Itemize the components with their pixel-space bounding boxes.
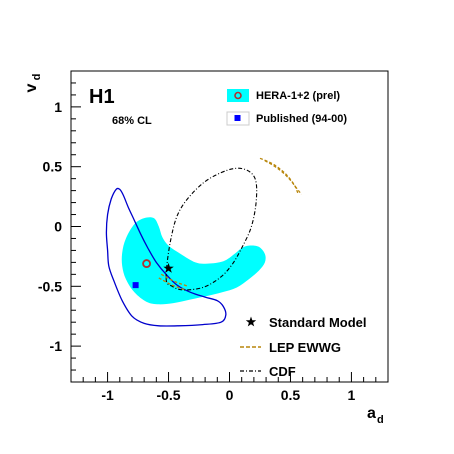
- x-tick-label: -0.5: [156, 387, 180, 403]
- point-layer: [132, 259, 174, 289]
- svg-text:HERA-1+2 (prel): HERA-1+2 (prel): [256, 90, 340, 102]
- x-tick-label: 0: [226, 387, 234, 403]
- tick-layer: -1 -0.5 0 0.5 1 -1 -0.5 0 0.5 1: [38, 82, 377, 403]
- y-tick-label: -0.5: [38, 278, 62, 294]
- svg-text:v: v: [23, 83, 40, 92]
- legend-bottom: Standard Model LEP EWWG CDF: [240, 315, 367, 379]
- svg-text:Standard Model: Standard Model: [269, 315, 367, 330]
- y-tick-label: 0: [54, 219, 62, 235]
- x-tick-label: 0.5: [281, 387, 301, 403]
- contour-layer: [105, 157, 302, 327]
- svg-text:LEP EWWG: LEP EWWG: [269, 340, 341, 355]
- hera-swatch-marker: [234, 91, 242, 100]
- lep-contour: [259, 157, 299, 194]
- legend-entry-cdf: CDF: [240, 364, 296, 379]
- hera-best-fit-point: [142, 259, 151, 268]
- standard-model-point: [163, 262, 174, 273]
- legend-entry-lep: LEP EWWG: [240, 340, 341, 355]
- svg-text:d: d: [377, 414, 384, 426]
- legend-entry-sm: Standard Model: [245, 315, 367, 330]
- legend-top: HERA-1+2 (prel) Published (94-00): [226, 89, 347, 126]
- legend-entry-hera: HERA-1+2 (prel): [227, 89, 340, 102]
- hera-contour: [121, 217, 266, 305]
- cl-label: 68% CL: [112, 115, 152, 127]
- svg-text:CDF: CDF: [269, 364, 296, 379]
- y-tick-label: 0.5: [43, 159, 63, 175]
- published-swatch-marker: [234, 115, 241, 121]
- x-tick-label: 1: [348, 387, 356, 403]
- y-tick-label: -1: [50, 338, 63, 354]
- x-axis-label: a d: [367, 405, 384, 426]
- lep-contour: [160, 273, 189, 287]
- svg-text:Published (94-00): Published (94-00): [256, 113, 347, 125]
- y-tick-label: 1: [54, 99, 62, 115]
- x-tick-label: -1: [101, 387, 114, 403]
- published-contour: [105, 187, 227, 327]
- svg-text:a: a: [367, 405, 376, 422]
- legend-entry-published: Published (94-00): [226, 111, 347, 126]
- lep-contour: [264, 160, 302, 195]
- published-best-fit-point: [132, 282, 139, 289]
- y-axis-label: v d: [23, 74, 43, 93]
- svg-text:d: d: [31, 74, 43, 81]
- hera-swatch: [227, 89, 249, 102]
- sm-star-icon: [245, 316, 257, 327]
- lep-contour: [158, 277, 186, 291]
- experiment-label: H1: [89, 86, 115, 108]
- cdf-contour: [165, 167, 258, 291]
